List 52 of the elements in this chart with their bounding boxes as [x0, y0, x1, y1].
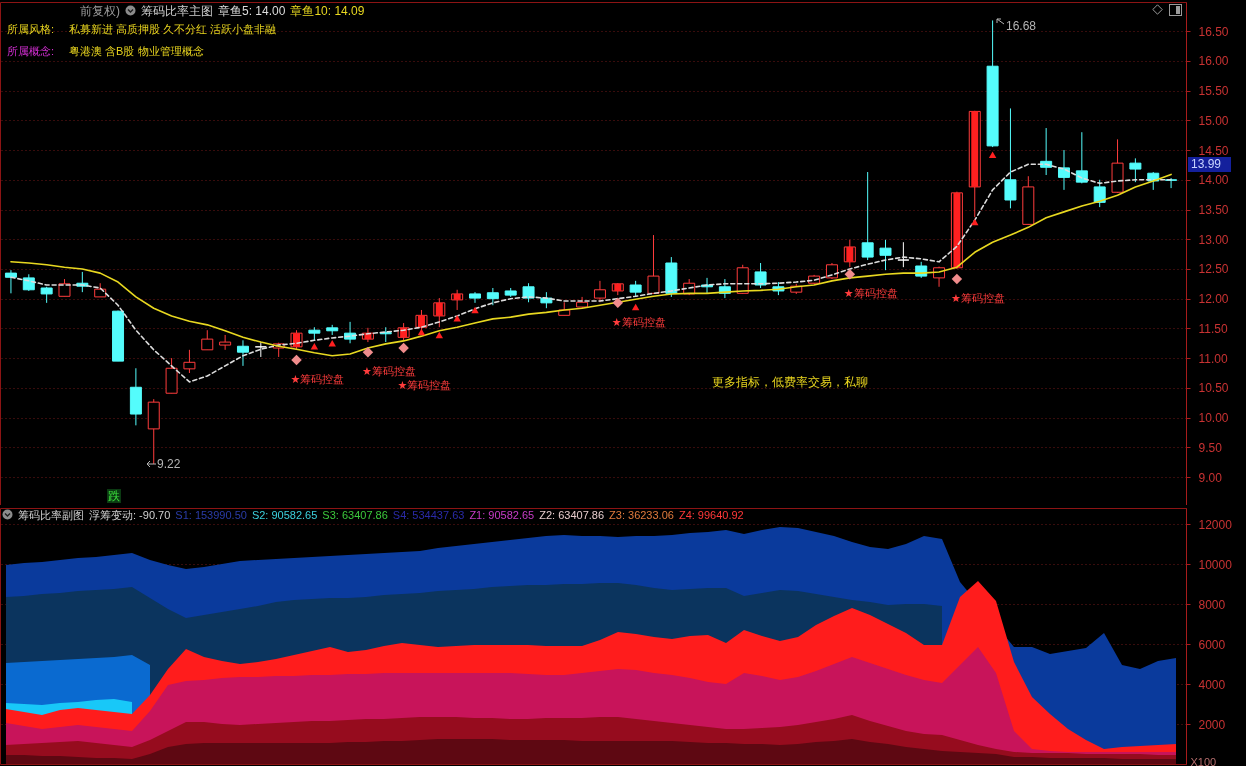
- annotation: 前复权): [80, 3, 120, 18]
- y-tick-label: 9.00: [1198, 470, 1223, 485]
- y-axis-title: X100: [1190, 755, 1217, 766]
- y-tick-label: 11.50: [1198, 321, 1228, 336]
- annotation: 所属风格:: [7, 21, 55, 36]
- data-label: ★筹码控盘: [843, 287, 898, 300]
- annotation: Z3: 36233.06: [609, 507, 674, 522]
- annotation: 筹码比率主图: [141, 3, 213, 18]
- y-tick-label: 16.00: [1198, 54, 1229, 69]
- y-tick-label: 4000: [1198, 677, 1226, 692]
- annotation: Z1: 90582.65: [469, 507, 535, 522]
- y-tick-label: 12000: [1198, 517, 1233, 532]
- annotation: 筹码比率副图: [18, 507, 84, 522]
- data-label: ★筹码控盘: [950, 292, 1005, 305]
- y-tick-label: 14.50: [1198, 143, 1229, 158]
- annotation: 粤港澳 含B股 物业管理概念: [69, 43, 204, 58]
- data-label: ★筹码控盘: [611, 315, 666, 328]
- annotation: S1: 153990.50: [175, 507, 247, 522]
- y-tick-label: 12.00: [1198, 292, 1229, 307]
- data-label: ★筹码控盘: [397, 379, 452, 392]
- data-label: ★筹码控盘: [361, 365, 416, 378]
- y-tick-label: 9.50: [1198, 440, 1223, 455]
- data-label: ★筹码控盘: [290, 372, 345, 385]
- annotation: 16.68: [1006, 19, 1037, 33]
- y-tick-label: 10000: [1198, 557, 1233, 572]
- text: 13.99: [1188, 157, 1232, 172]
- y-tick-label: 10.50: [1198, 381, 1229, 396]
- annotation: S4: 534437.63: [392, 507, 465, 522]
- y-tick-label: 12.50: [1198, 262, 1229, 277]
- annotation: S3: 63407.86: [322, 507, 388, 522]
- annotation: Z4: 99640.92: [678, 507, 744, 522]
- y-tick-label: 6000: [1198, 637, 1226, 652]
- y-tick-label: 13.00: [1198, 232, 1229, 247]
- y-tick-label: 14.00: [1198, 173, 1229, 188]
- y-tick-label: 11.00: [1198, 351, 1228, 366]
- y-tick-label: 15.50: [1198, 84, 1229, 99]
- y-tick-label: 13.50: [1198, 203, 1229, 217]
- annotation: Z2: 63407.86: [539, 507, 605, 522]
- annotation: S2: 90582.65: [251, 507, 318, 522]
- annotation: 跌: [107, 489, 121, 503]
- annotation: 浮筹变动: -90.70: [89, 507, 171, 522]
- annotation: 9.22: [157, 457, 181, 471]
- y-tick-label: 16.50: [1198, 24, 1229, 39]
- annotation: 更多指标，低费率交易，私聊: [712, 375, 868, 389]
- annotation: 私募新进 高质押股 久不分红 活跃小盘非融: [69, 21, 277, 36]
- y-tick-label: 8000: [1198, 597, 1226, 612]
- text: 章鱼5: 14.00: [218, 3, 286, 18]
- annotation: 所属概念:: [7, 43, 55, 58]
- text: 章鱼10: 14.09: [290, 3, 365, 18]
- y-tick-label: 2000: [1198, 717, 1226, 732]
- y-tick-label: 10.00: [1198, 411, 1229, 426]
- y-tick-label: 15.00: [1198, 113, 1229, 128]
